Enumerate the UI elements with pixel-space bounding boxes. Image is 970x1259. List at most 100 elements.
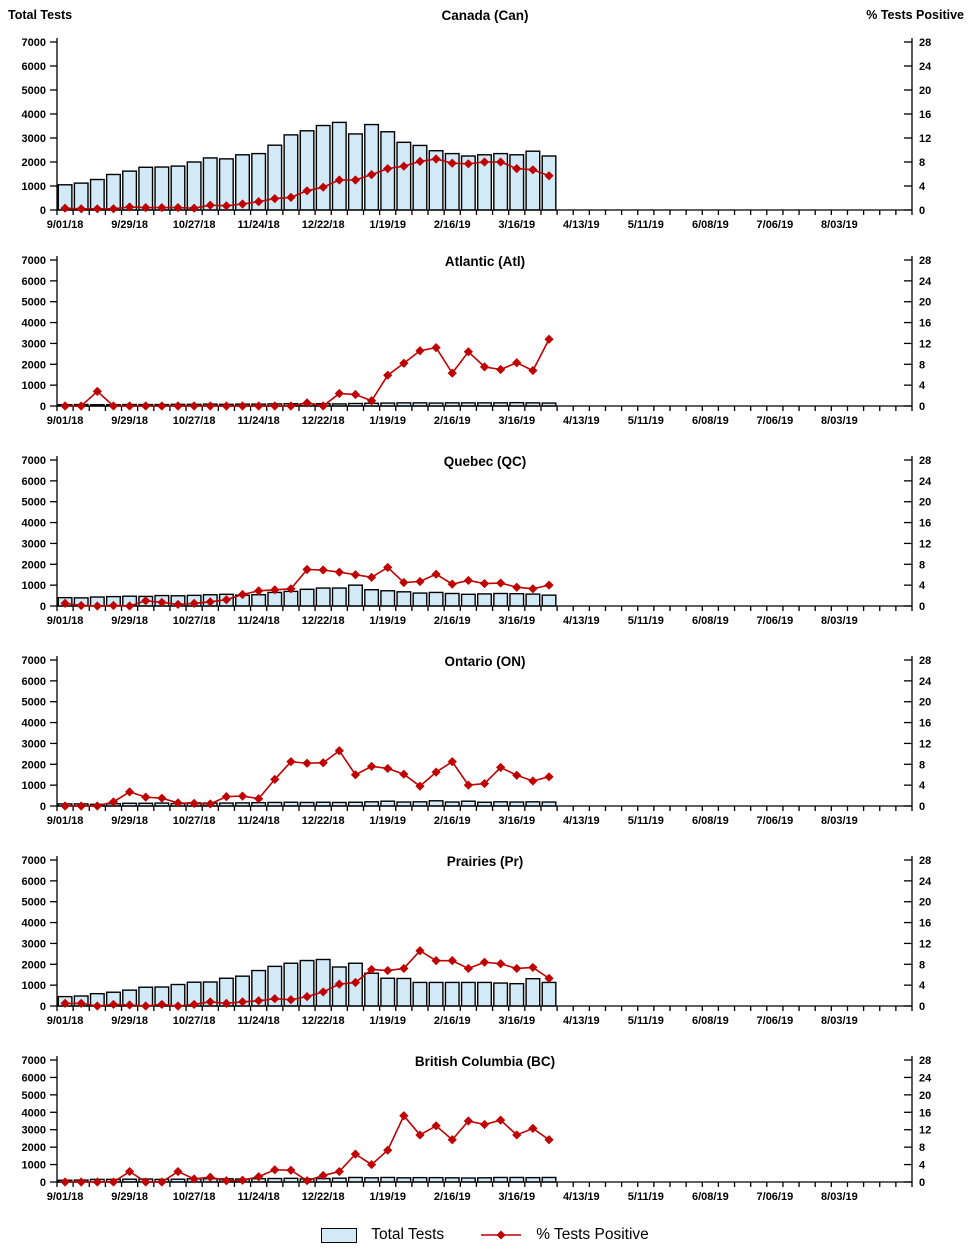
total-tests-bar [396,591,412,607]
total-tests-bar [477,981,493,1007]
quebec-chart: 0 1000 2000 3000 4000 5000 6000 7000 0 4 8 12 16 20 24… [22,455,933,627]
axis-tick-label: 2000 [22,359,46,371]
axis-tick-label: 3000 [22,938,46,950]
diamond-marker [173,599,183,610]
axis-tick-label: 4000 [22,718,46,730]
total-tests-bar [428,981,444,1007]
diamond-marker [463,780,473,790]
diamond-marker [528,962,538,973]
total-tests-bar [541,1176,557,1183]
diamond-marker [463,575,473,586]
axis-tick-label: 16 [919,318,931,330]
diamond-marker [479,578,490,589]
axis-tick-label: 4/13/19 [563,415,600,427]
total-tests-bar [541,155,557,211]
axis-tick-label: 7/06/19 [757,415,794,427]
axis-tick-label: 6000 [22,1072,46,1084]
axis-tick-label: 24 [919,876,932,888]
axis-tick-label: 2/16/19 [434,415,471,427]
axis-tick-label: 8 [919,959,925,971]
axis-tick-label: 16 [919,518,931,530]
total-tests-bar [380,800,396,807]
axis-tick-label: 2/16/19 [434,1191,471,1203]
diamond-marker [431,956,441,966]
diamond-marker [286,995,296,1005]
diamond-marker [399,358,409,368]
axis-tick-label: 7000 [22,255,46,267]
diamond-marker [431,569,441,579]
diamond-marker [254,1172,264,1182]
diamond-marker [366,170,377,180]
diamond-marker [124,401,135,411]
axis-tick-label: 7000 [22,1055,46,1067]
diamond-marker [496,578,506,588]
total-tests-bar [477,593,493,607]
diamond-marker [76,801,86,811]
diamond-marker [173,1001,183,1011]
total-tests-bar [460,800,476,807]
axis-tick-label: 1/19/19 [369,219,406,231]
axis-tick-label: 4 [919,980,926,992]
axis-tick-label: 12/22/18 [302,1015,345,1027]
diamond-marker [205,1172,215,1182]
diamond-marker [108,204,119,214]
diamond-marker [286,1165,296,1175]
axis-tick-label: 4/13/19 [563,219,600,231]
diamond-marker [350,770,361,780]
diamond-marker [544,580,554,590]
diamond-marker [221,595,231,605]
axis-tick-label: 1000 [22,1160,46,1172]
diamond-marker [76,600,86,611]
axis-tick-label: 4000 [22,109,46,121]
axis-tick-label: 12 [919,938,931,950]
diamond-marker [544,772,554,782]
diamond-marker [302,186,312,196]
diamond-marker [528,1123,538,1134]
axis-tick-label: 7/06/19 [757,219,794,231]
axis-tick-label: 0 [919,801,925,813]
axis-tick-label: 4000 [22,318,46,330]
axis-tick-label: 11/24/18 [238,1191,280,1203]
axis-tick-label: 24 [919,476,932,488]
axis-tick-label: 8/03/19 [821,415,858,427]
axis-tick-label: 1/19/19 [369,1015,406,1027]
diamond-marker [60,1177,70,1187]
total-tests-bar [493,1176,509,1183]
total-tests-bar [315,124,331,211]
total-tests-bar [380,590,396,607]
axis-tick-label: 6/08/19 [692,1191,729,1203]
diamond-marker [286,192,296,202]
axis-tick-label: 12/22/18 [302,815,345,827]
diamond-marker [157,401,167,411]
axis-tick-label: 7000 [22,655,46,667]
axis-tick-label: 6000 [22,476,46,488]
axis-tick-label: 5000 [22,297,46,309]
diamond-marker [318,401,328,411]
diamond-marker [157,999,167,1010]
diamond-marker [334,1166,344,1177]
total-tests-bar [331,121,347,211]
diamond-marker [431,343,441,353]
axis-tick-label: 12 [919,538,931,550]
panel-title-british-columbia: British Columbia (BC) [414,1054,556,1069]
axes [50,256,913,411]
axis-tick-label: 4/13/19 [563,615,600,627]
axis-tick-label: 0 [919,401,925,413]
total-tests-bar [315,587,331,607]
diamond-marker [237,1175,248,1185]
diamond-marker [479,957,490,967]
axis-tick-label: 2000 [22,157,46,169]
axis-tick-label: 5/11/19 [628,219,664,231]
diamond-marker [141,203,151,213]
axis-tick-label: 0 [919,1001,925,1013]
diamond-marker [479,1119,490,1130]
axis-tick-label: 7/06/19 [757,815,794,827]
diamond-marker [528,365,538,376]
axis-tick-label: 20 [919,497,931,509]
diamond-marker [141,1001,151,1011]
total-tests-bar [299,130,315,211]
diamond-marker [512,164,522,174]
diamond-marker [237,589,248,600]
diamond-marker [383,562,393,573]
axis-tick-label: 1000 [22,980,46,992]
